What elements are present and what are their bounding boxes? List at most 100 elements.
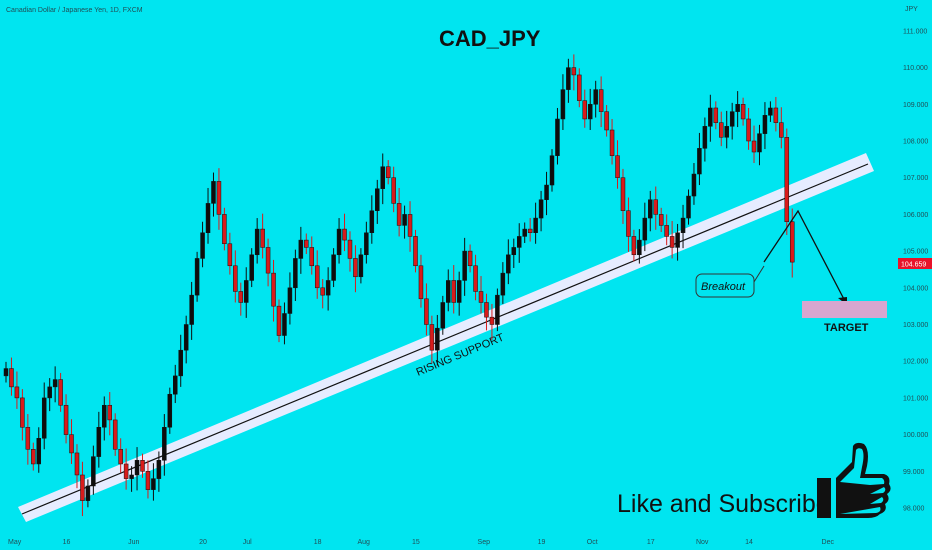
- x-tick-label: Aug: [357, 539, 370, 546]
- candle-body: [571, 67, 577, 76]
- candle-body: [254, 228, 260, 256]
- rising-support-line: [21, 163, 869, 515]
- x-tick-label: 19: [538, 539, 546, 546]
- candle-body: [413, 236, 418, 267]
- candle-body: [620, 177, 626, 211]
- candle-body: [435, 327, 440, 351]
- candle-body: [298, 239, 304, 259]
- candle-body: [52, 379, 58, 388]
- candle-body: [757, 133, 762, 153]
- candle-body: [353, 258, 358, 278]
- candle-body: [211, 181, 216, 204]
- candle-body: [719, 122, 724, 138]
- candle-body: [664, 225, 669, 237]
- candle-body: [178, 349, 183, 377]
- candle-body: [697, 148, 702, 175]
- candle-body: [484, 302, 489, 318]
- candle-body: [314, 265, 320, 289]
- candle-body: [658, 214, 664, 226]
- candle-body: [669, 236, 675, 248]
- candle-body: [173, 375, 178, 395]
- candle-body: [140, 460, 145, 472]
- x-tick-label: 14: [745, 539, 753, 546]
- breakout-callout: [695, 273, 755, 298]
- candle-body: [304, 239, 309, 248]
- candle-body: [489, 316, 495, 325]
- candle-body: [533, 217, 538, 234]
- subscribe-text: Like and Subscribe: [617, 490, 830, 518]
- candle-body: [25, 427, 31, 450]
- candle-body: [91, 456, 96, 487]
- candle-body: [112, 419, 118, 450]
- candle-body: [527, 228, 533, 234]
- candle-body: [653, 199, 658, 215]
- x-tick-label: 20: [199, 539, 207, 546]
- y-tick-label: 110.000: [903, 65, 928, 72]
- x-tick-label: Jul: [243, 539, 252, 546]
- candle-body: [249, 254, 254, 281]
- candle-body: [702, 126, 708, 149]
- candle-body: [467, 250, 473, 267]
- candle-body: [375, 188, 380, 211]
- x-tick-label: Sep: [478, 539, 491, 546]
- candle-body: [96, 427, 102, 457]
- candle-body: [123, 463, 129, 479]
- candle-body: [555, 118, 560, 156]
- y-tick-label: 103.000: [903, 322, 928, 329]
- candle-body: [293, 258, 298, 289]
- candle-body: [773, 107, 779, 123]
- rising-support-band: [18, 153, 874, 522]
- candle-body: [522, 228, 527, 237]
- candle-body: [80, 474, 85, 501]
- candle-body: [118, 449, 123, 465]
- candle-body: [789, 221, 795, 263]
- candle-body: [20, 397, 25, 428]
- candle-body: [511, 247, 517, 256]
- candle-body: [680, 217, 686, 234]
- y-tick-label: 106.000: [903, 212, 928, 219]
- candle-body: [167, 393, 173, 428]
- candle-body: [495, 294, 500, 325]
- currency-label: JPY: [905, 6, 918, 13]
- breakout-label: Breakout: [701, 281, 746, 293]
- candle-body: [194, 258, 200, 296]
- candle-body: [162, 427, 167, 461]
- y-tick-label: 100.000: [903, 432, 928, 439]
- time-axis: May 16 Jun 20 Jul 18 Aug 15 Sep 19 Oct 17 Nov 14 Dec: [8, 539, 834, 546]
- candle-body: [538, 199, 544, 219]
- candle-body: [593, 89, 598, 105]
- symbol-header: Canadian Dollar / Japanese Yen, 1D, FXCM: [6, 7, 143, 14]
- candle-body: [642, 217, 648, 241]
- candle-body: [189, 294, 194, 325]
- y-tick-label: 102.000: [903, 359, 928, 366]
- candle-body: [729, 111, 735, 127]
- candle-body: [320, 287, 325, 296]
- candle-body: [424, 298, 429, 325]
- candle-body: [385, 166, 391, 178]
- chart-title: CAD_JPY: [439, 26, 541, 51]
- y-tick-label: 108.000: [903, 139, 928, 146]
- candle-body: [369, 210, 375, 233]
- candle-body: [615, 155, 620, 178]
- candle-body: [691, 173, 697, 197]
- candle-body: [222, 214, 227, 245]
- candle-body: [134, 460, 140, 476]
- candle-body: [648, 199, 653, 219]
- candle-body: [336, 228, 342, 256]
- candle-body: [686, 195, 691, 219]
- candle-body: [358, 254, 364, 278]
- candle-body: [418, 265, 424, 300]
- candle-body: [407, 214, 413, 237]
- last-price-value: 104.659: [901, 262, 926, 269]
- y-tick-label: 111.000: [903, 28, 927, 35]
- candle-body: [276, 305, 282, 336]
- candle-body: [342, 228, 347, 241]
- candle-body: [604, 111, 609, 131]
- candle-body: [151, 478, 156, 490]
- x-tick-label: Oct: [587, 539, 598, 546]
- candle-body: [183, 324, 189, 351]
- x-tick-label: 18: [314, 539, 322, 546]
- candle-body: [751, 140, 757, 153]
